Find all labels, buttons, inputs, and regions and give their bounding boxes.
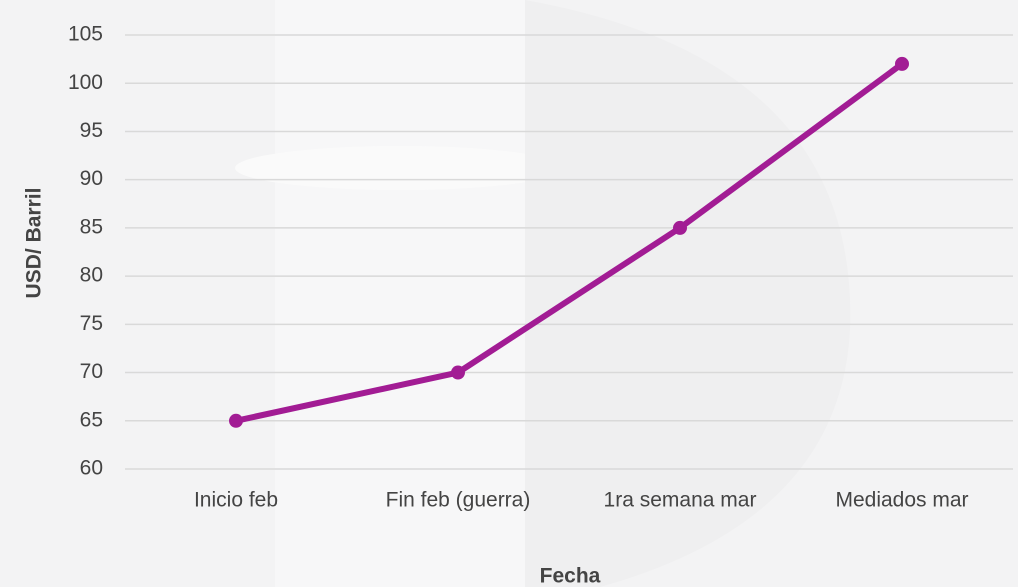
y-tick-label: 95: [80, 119, 103, 142]
y-tick-label: 85: [80, 215, 103, 238]
line: [235, 61, 904, 424]
watermark-shape: [275, 0, 525, 587]
y-tick-label: 100: [68, 71, 103, 94]
y-tick-label: 60: [80, 457, 103, 480]
point: [895, 56, 909, 71]
point: [673, 220, 687, 235]
x-tick-label: 1ra semana mar: [604, 489, 757, 512]
y-tick-label: 75: [80, 312, 103, 335]
y-tick-label: 90: [80, 167, 103, 190]
point: [229, 413, 243, 428]
watermark-shape: [525, 0, 851, 587]
watermark-shape: [235, 146, 565, 190]
y-tick-label: 80: [80, 264, 103, 287]
x-axis-title: Fecha: [540, 565, 601, 587]
y-tick-label: 105: [68, 23, 103, 46]
point: [451, 365, 465, 380]
y-tick-label: 65: [80, 408, 103, 431]
y-tick-label: 70: [80, 360, 103, 383]
x-tick-label: Mediados mar: [835, 489, 968, 512]
y-axis-title: USD/ Barril: [23, 188, 46, 299]
x-tick-label: Fin feb (guerra): [386, 489, 531, 512]
x-tick-label: Inicio feb: [194, 489, 278, 512]
